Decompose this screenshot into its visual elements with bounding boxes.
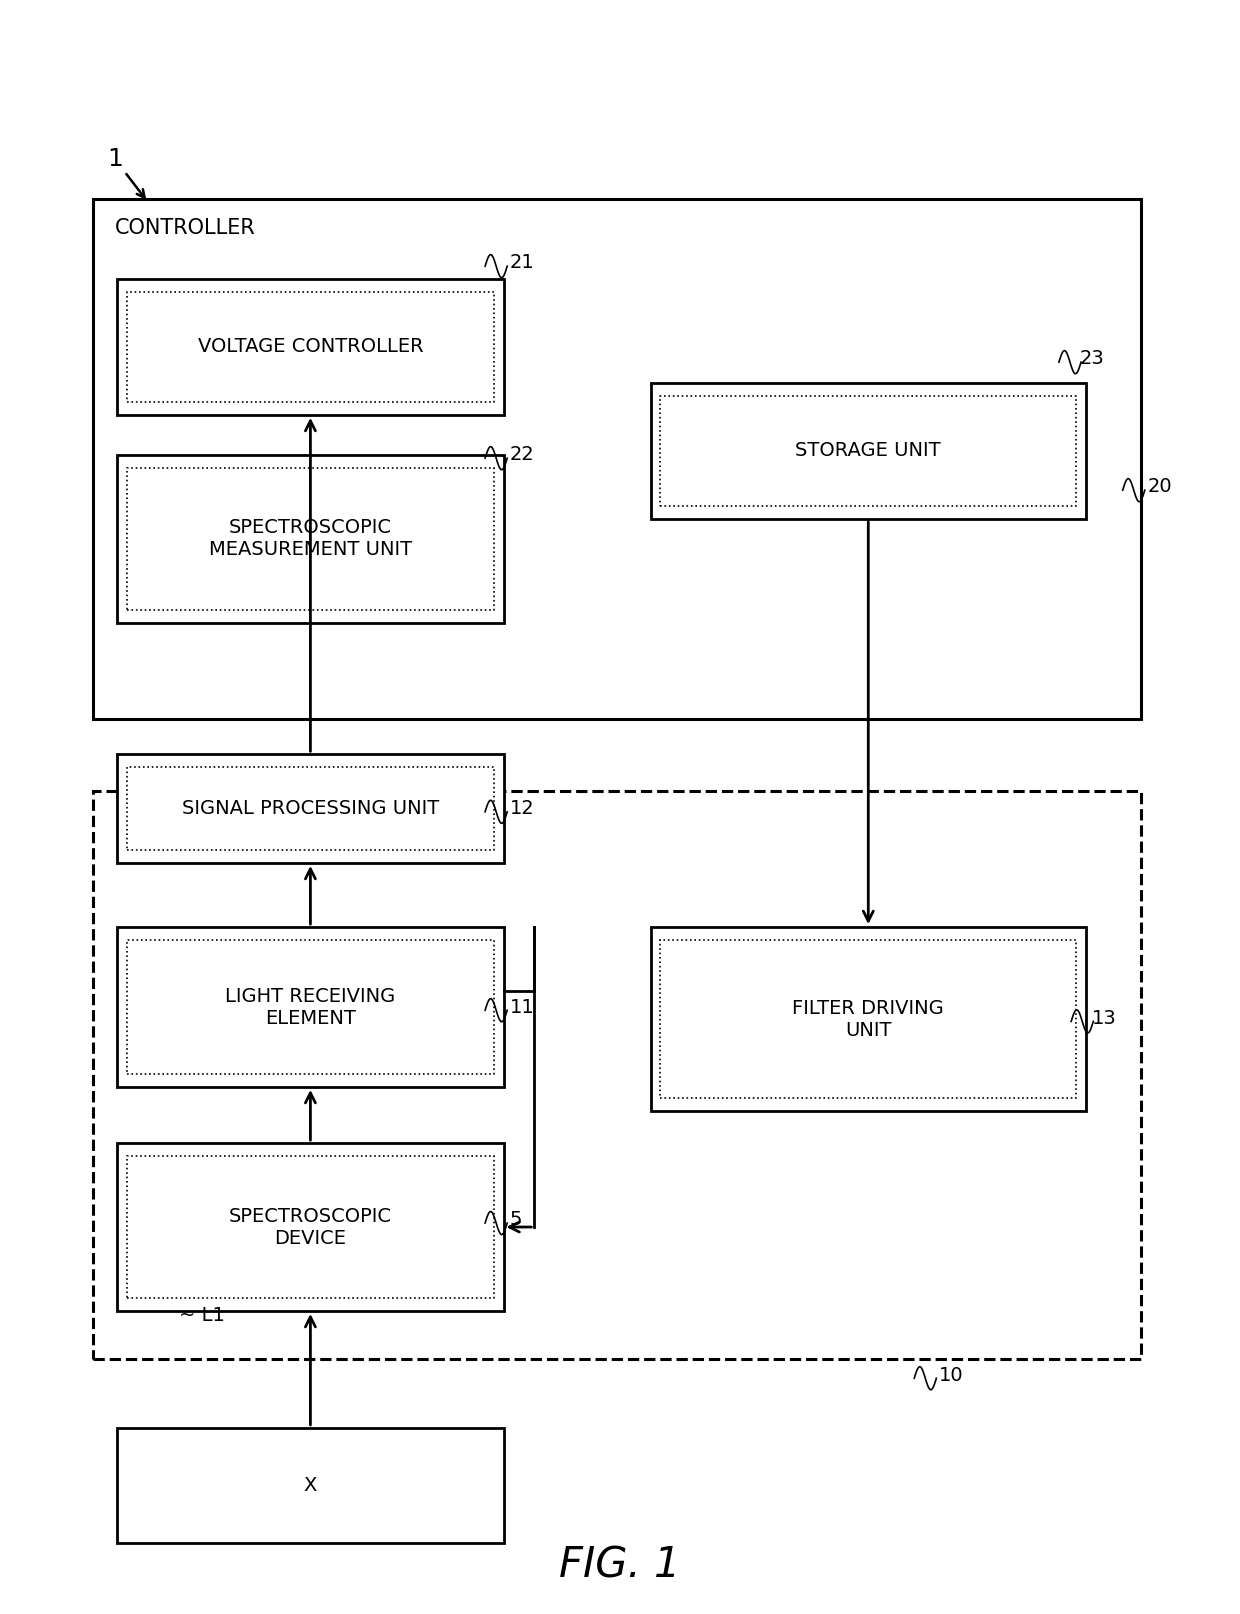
Bar (118, 455, 503, 623)
Text: 12: 12 (510, 799, 534, 818)
Bar (118, 1143, 503, 1311)
Text: 1: 1 (108, 147, 123, 171)
Text: 5: 5 (510, 1210, 522, 1230)
Bar (128, 767, 494, 851)
Bar (128, 468, 494, 610)
Text: SPECTROSCOPIC
MEASUREMENT UNIT: SPECTROSCOPIC MEASUREMENT UNIT (208, 518, 412, 560)
Text: 23: 23 (1080, 350, 1105, 368)
Bar (128, 292, 494, 402)
Text: 20: 20 (1147, 478, 1172, 497)
Bar (93, 791, 1141, 1359)
Text: CONTROLLER: CONTROLLER (115, 218, 255, 239)
Bar (93, 199, 1141, 718)
Bar (118, 926, 503, 1086)
Bar (651, 926, 1086, 1110)
Text: FILTER DRIVING
UNIT: FILTER DRIVING UNIT (792, 999, 944, 1039)
Text: 22: 22 (510, 445, 534, 465)
Text: 10: 10 (939, 1365, 963, 1385)
Text: X: X (304, 1475, 317, 1495)
Text: FIG. 1: FIG. 1 (559, 1545, 681, 1587)
Text: STORAGE UNIT: STORAGE UNIT (796, 442, 941, 460)
Bar (118, 279, 503, 415)
Bar (651, 383, 1086, 520)
Bar (128, 1156, 494, 1298)
Text: 11: 11 (510, 997, 534, 1017)
Bar (661, 395, 1076, 507)
Text: 21: 21 (510, 253, 534, 273)
Bar (118, 754, 503, 863)
Text: ~ L1: ~ L1 (179, 1306, 224, 1325)
Text: SIGNAL PROCESSING UNIT: SIGNAL PROCESSING UNIT (182, 799, 439, 818)
Text: SPECTROSCOPIC
DEVICE: SPECTROSCOPIC DEVICE (229, 1207, 392, 1248)
Bar (661, 939, 1076, 1098)
Bar (128, 939, 494, 1075)
Text: 13: 13 (1092, 1009, 1117, 1028)
Bar (118, 1428, 503, 1543)
Text: LIGHT RECEIVING
ELEMENT: LIGHT RECEIVING ELEMENT (226, 986, 396, 1028)
Text: VOLTAGE CONTROLLER: VOLTAGE CONTROLLER (197, 337, 423, 357)
